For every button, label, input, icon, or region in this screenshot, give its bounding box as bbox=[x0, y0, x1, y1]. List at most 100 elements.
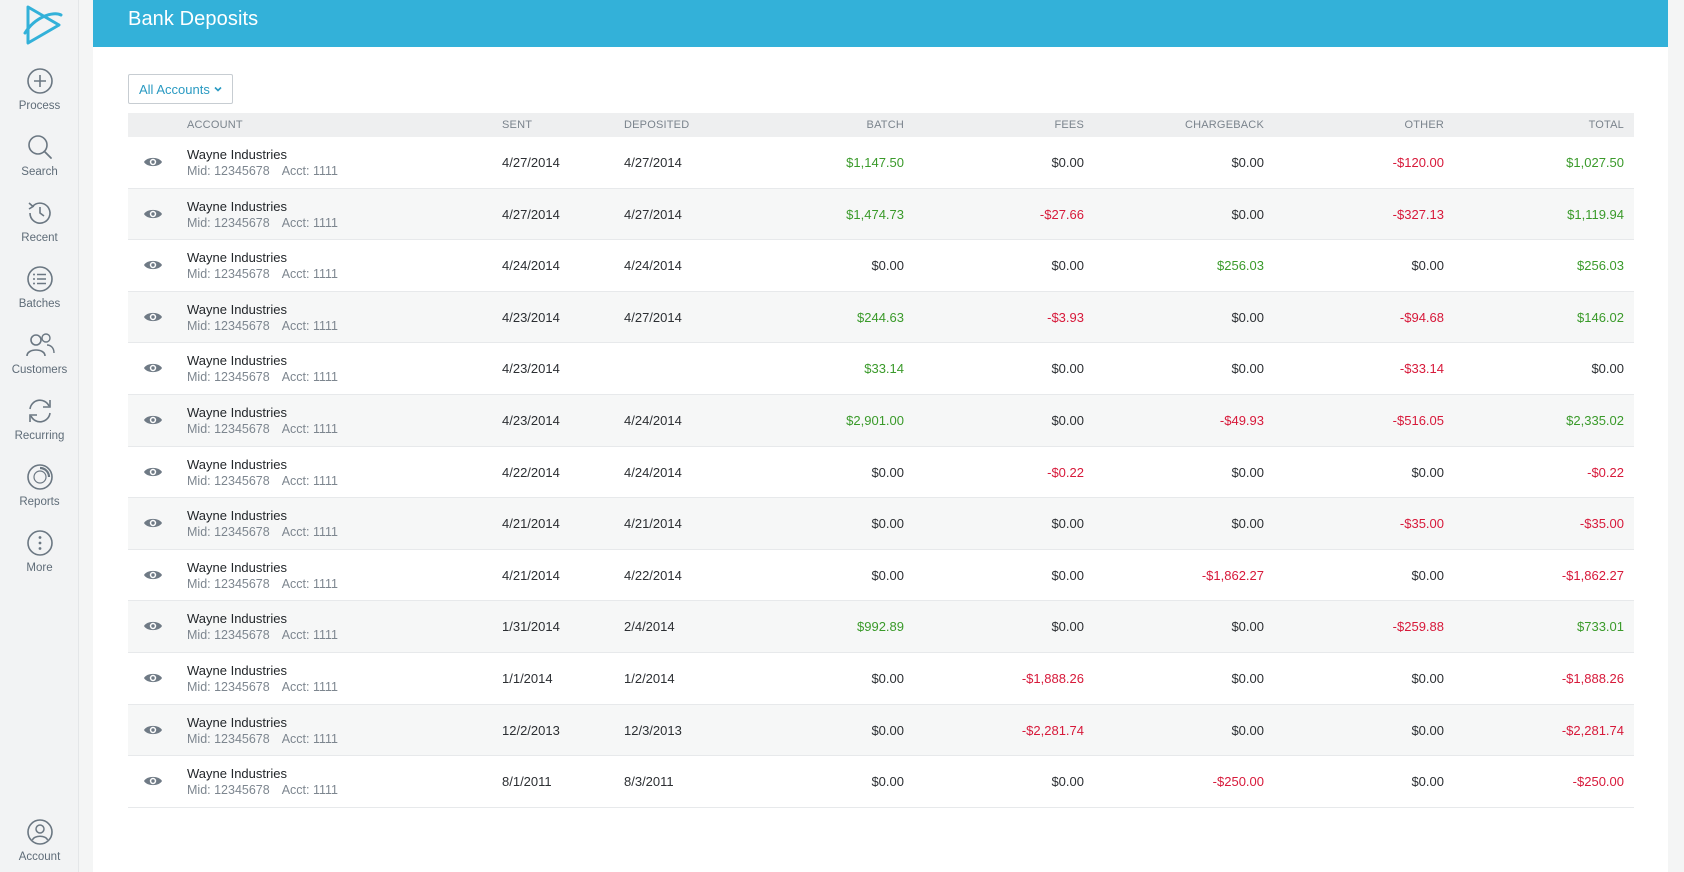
fees-cell: -$27.66 bbox=[1039, 206, 1084, 222]
sent-date: 4/21/2014 bbox=[502, 567, 560, 583]
deposited-date: 4/27/2014 bbox=[624, 309, 682, 325]
merchant-id: Mid: 12345678 bbox=[187, 318, 270, 333]
batch-cell: $0.00 bbox=[871, 567, 904, 583]
account-icon bbox=[26, 819, 53, 845]
logo-icon[interactable] bbox=[19, 3, 65, 49]
table-row[interactable]: Wayne Industries Mid: 12345678 Acct: 1111 4… bbox=[128, 394, 1634, 447]
sent-date: 8/1/2011 bbox=[502, 774, 552, 790]
eye-icon[interactable] bbox=[143, 465, 163, 479]
sent-date: 4/27/2014 bbox=[502, 206, 560, 222]
other-cell: $0.00 bbox=[1411, 567, 1444, 583]
account-number: Acct: 1111 bbox=[281, 421, 338, 436]
table-row[interactable]: Wayne Industries Mid: 12345678 Acct: 1111 1… bbox=[128, 653, 1634, 705]
table-row[interactable]: Wayne Industries Mid: 12345678 Acct: 1111 4… bbox=[128, 137, 1634, 189]
chargeback-cell: $0.00 bbox=[1231, 206, 1264, 222]
account-name: Wayne Industries bbox=[187, 559, 287, 575]
table-row[interactable]: Wayne Industries Mid: 12345678 Acct: 1111 4… bbox=[128, 343, 1634, 395]
eye-icon[interactable] bbox=[143, 568, 163, 582]
nav-process[interactable]: Process bbox=[0, 66, 79, 122]
deposited-date: 4/27/2014 bbox=[624, 206, 682, 222]
batch-cell: $0.00 bbox=[871, 464, 904, 480]
search-icon bbox=[27, 135, 52, 159]
account-ids: Mid: 12345678 Acct: 1111 bbox=[187, 680, 338, 694]
sent-date: 1/31/2014 bbox=[502, 619, 560, 635]
eye-icon[interactable] bbox=[143, 774, 163, 788]
eye-icon[interactable] bbox=[143, 258, 163, 272]
deposited-date: 4/24/2014 bbox=[624, 258, 682, 274]
header-account[interactable]: ACCOUNT bbox=[187, 119, 243, 131]
account-number: Acct: 1111 bbox=[281, 525, 338, 540]
merchant-id: Mid: 12345678 bbox=[187, 370, 270, 385]
account-name: Wayne Industries bbox=[187, 714, 287, 730]
total-cell: -$1,888.26 bbox=[1561, 670, 1624, 686]
eye-icon[interactable] bbox=[143, 671, 163, 685]
list-icon bbox=[26, 266, 53, 292]
account-ids: Mid: 12345678 Acct: 1111 bbox=[187, 319, 338, 333]
nav-recent[interactable]: Recent bbox=[0, 198, 79, 254]
other-cell: $0.00 bbox=[1411, 722, 1444, 738]
eye-icon[interactable] bbox=[143, 619, 163, 633]
eye-icon[interactable] bbox=[143, 516, 163, 530]
other-cell: -$120.00 bbox=[1392, 155, 1444, 170]
header-batch[interactable]: BATCH bbox=[866, 119, 904, 131]
nav-account[interactable]: Account bbox=[0, 817, 79, 872]
eye-icon[interactable] bbox=[143, 155, 163, 169]
account-name: Wayne Industries bbox=[187, 456, 287, 472]
total-cell: $146.02 bbox=[1577, 309, 1624, 325]
account-number: Acct: 1111 bbox=[281, 576, 338, 591]
table-row[interactable]: Wayne Industries Mid: 12345678 Acct: 1111 4… bbox=[128, 550, 1634, 602]
history-icon bbox=[27, 202, 51, 224]
table-row[interactable]: Wayne Industries Mid: 12345678 Acct: 1111 8… bbox=[128, 756, 1634, 808]
batch-cell: $992.89 bbox=[857, 619, 904, 635]
header-deposited[interactable]: DEPOSITED bbox=[624, 119, 690, 131]
header-fees[interactable]: FEES bbox=[1054, 119, 1084, 131]
nav-recurring[interactable]: Recurring bbox=[0, 396, 79, 452]
eye-icon[interactable] bbox=[143, 723, 163, 737]
header-other[interactable]: OTHER bbox=[1404, 119, 1444, 131]
deposited-date: 8/3/2011 bbox=[624, 774, 674, 790]
nav-search[interactable]: Search bbox=[0, 132, 79, 188]
deposited-date: 12/3/2013 bbox=[624, 722, 682, 738]
nav-batches[interactable]: Batches bbox=[0, 264, 79, 320]
account-ids: Mid: 12345678 Acct: 1111 bbox=[187, 370, 338, 384]
chargeback-cell: $0.00 bbox=[1231, 619, 1264, 635]
more-icon bbox=[26, 530, 53, 556]
account-name: Wayne Industries bbox=[187, 250, 287, 266]
nav-more[interactable]: More bbox=[0, 528, 79, 584]
batch-cell: $1,474.73 bbox=[846, 206, 904, 222]
table-row[interactable]: Wayne Industries Mid: 12345678 Acct: 1111 4… bbox=[128, 291, 1634, 344]
chargeback-cell: -$250.00 bbox=[1212, 774, 1264, 790]
batch-cell: $2,901.00 bbox=[846, 412, 904, 428]
batch-cell: $0.00 bbox=[871, 722, 904, 738]
header-chargeback[interactable]: CHARGEBACK bbox=[1184, 119, 1264, 131]
total-cell: $0.00 bbox=[1591, 361, 1624, 377]
accounts-filter-dropdown[interactable]: All Accounts bbox=[128, 74, 233, 104]
other-cell: $0.00 bbox=[1411, 258, 1444, 274]
total-cell: $256.03 bbox=[1577, 258, 1624, 274]
eye-icon[interactable] bbox=[143, 361, 163, 375]
account-ids: Mid: 12345678 Acct: 1111 bbox=[187, 525, 338, 539]
fees-cell: $0.00 bbox=[1051, 619, 1084, 635]
fees-cell: $0.00 bbox=[1051, 774, 1084, 790]
eye-icon[interactable] bbox=[143, 310, 163, 324]
table-row[interactable]: Wayne Industries Mid: 12345678 Acct: 1111 4… bbox=[128, 240, 1634, 292]
deposited-date: 4/24/2014 bbox=[624, 464, 682, 480]
header-sent[interactable]: SENT bbox=[502, 119, 533, 131]
account-number: Acct: 1111 bbox=[281, 267, 338, 282]
table-row[interactable]: Wayne Industries Mid: 12345678 Acct: 1111 4… bbox=[128, 188, 1634, 241]
table-row[interactable]: Wayne Industries Mid: 12345678 Acct: 1111 1… bbox=[128, 601, 1634, 653]
sent-date: 4/21/2014 bbox=[502, 516, 560, 532]
header-total[interactable]: TOTAL bbox=[1588, 119, 1624, 131]
account-ids: Mid: 12345678 Acct: 1111 bbox=[187, 164, 338, 178]
nav-more-label: More bbox=[26, 562, 53, 574]
nav-customers[interactable]: Customers bbox=[0, 330, 79, 386]
merchant-id: Mid: 12345678 bbox=[187, 215, 270, 230]
account-name: Wayne Industries bbox=[187, 404, 287, 420]
nav-reports[interactable]: Reports bbox=[0, 462, 79, 518]
table-row[interactable]: Wayne Industries Mid: 12345678 Acct: 1111 4… bbox=[128, 447, 1634, 499]
eye-icon[interactable] bbox=[143, 413, 163, 427]
table-row[interactable]: Wayne Industries Mid: 12345678 Acct: 1111 1… bbox=[128, 704, 1634, 757]
eye-icon[interactable] bbox=[143, 207, 163, 221]
table-row[interactable]: Wayne Industries Mid: 12345678 Acct: 1111 4… bbox=[128, 498, 1634, 550]
fees-cell: $0.00 bbox=[1051, 361, 1084, 377]
